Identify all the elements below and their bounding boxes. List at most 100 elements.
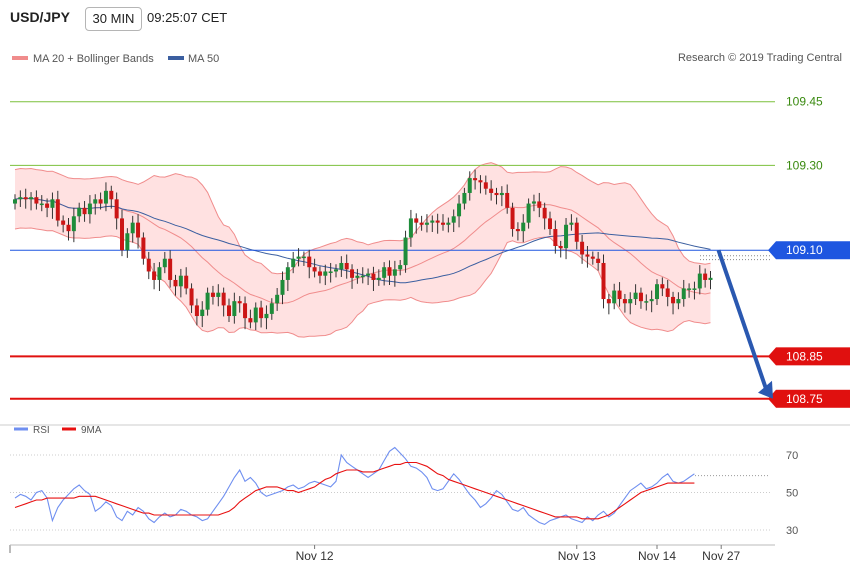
level-tag-arrow-108.75 (768, 389, 776, 408)
candle-body (708, 277, 713, 280)
level-tag-arrow-109.10 (768, 241, 776, 260)
candle-body (355, 275, 360, 278)
candle-body (665, 288, 670, 297)
candle-body (184, 275, 189, 289)
candle-body (697, 273, 702, 289)
candle-body (232, 301, 237, 317)
candle-body (334, 269, 338, 272)
legend-label-ma20: MA 20 + Bollinger Bands (33, 53, 154, 65)
level-label-108.75: 108.75 (786, 392, 823, 406)
level-tag-arrow-108.85 (768, 347, 776, 366)
projection-arrow-head (758, 380, 773, 399)
candle-body (136, 222, 141, 238)
timeframe-selector[interactable]: 30 MIN (85, 7, 142, 31)
candle-body (280, 279, 285, 295)
candle-body (77, 207, 82, 217)
candle-body (114, 199, 119, 219)
candle-body (403, 237, 408, 266)
level-tag-109.10 (776, 241, 850, 260)
candle-body (478, 180, 483, 183)
chart-header: USD/JPY 30 MIN 09:25:07 CET (0, 0, 850, 40)
level-label-109.45: 109.45 (786, 95, 823, 109)
bollinger-lower-line (14, 227, 711, 338)
candle-body (275, 294, 280, 304)
candle-body (451, 216, 456, 223)
candle-body (446, 222, 451, 225)
candle-body (644, 301, 649, 303)
candle-body (221, 292, 226, 306)
candle-body (473, 178, 478, 181)
candle-body (617, 290, 622, 300)
candle-body (601, 262, 606, 300)
candle-body (585, 254, 590, 257)
candle-body (162, 258, 167, 268)
projection-arrow-shaft (716, 249, 768, 390)
candle-body (323, 271, 328, 276)
candle-body (130, 222, 135, 234)
level-tag-108.85 (776, 347, 850, 366)
x-tick-label: Nov 12 (296, 549, 334, 563)
symbol-label: USD/JPY (10, 9, 70, 25)
candle-body (93, 199, 98, 204)
candle-body (173, 279, 178, 287)
legend-label-rsi: RSI (33, 425, 50, 436)
candle-body (168, 258, 173, 280)
candle-body (580, 241, 585, 255)
candle-body (71, 216, 76, 232)
candle-body (382, 267, 387, 278)
x-tick-label: Nov 27 (702, 549, 740, 563)
candle-body (483, 182, 488, 189)
candle-body (671, 296, 676, 304)
candle-body (291, 258, 296, 268)
x-tick-label: Nov 13 (558, 549, 596, 563)
rsi-tick-label: 70 (786, 450, 798, 462)
candle-body (50, 199, 55, 208)
candle-body (328, 271, 333, 273)
x-tick-label: Nov 14 (638, 549, 676, 563)
candle-body (569, 222, 574, 225)
candle-body (39, 203, 44, 206)
candle-body (82, 207, 87, 215)
candle-body (414, 218, 419, 223)
candle-body (681, 288, 686, 300)
candle-body (531, 201, 536, 204)
candle-body (628, 299, 633, 304)
candle-body (98, 199, 103, 204)
candle-body (499, 192, 504, 196)
rsi-ma-line (14, 461, 695, 520)
candle-body (376, 277, 381, 280)
legend-label-ma50: MA 50 (188, 53, 219, 65)
credit-label: Research © 2019 Trading Central (677, 52, 842, 64)
candle-body (18, 197, 23, 200)
candle-body (312, 267, 317, 272)
candle-body (505, 192, 510, 208)
legend-label-9ma: 9MA (81, 425, 102, 436)
candle-body (441, 222, 445, 225)
candle-body (489, 188, 494, 193)
candle-body (13, 199, 17, 204)
candle-body (296, 256, 301, 259)
candle-body (633, 292, 638, 300)
candle-body (141, 237, 146, 259)
level-tag-108.75 (776, 389, 850, 408)
candle-body (350, 269, 355, 278)
candle-body (596, 258, 601, 263)
candle-body (371, 273, 376, 280)
candle-body (125, 233, 130, 251)
candle-body (655, 284, 659, 300)
candle-body (301, 256, 306, 259)
candle-body (494, 192, 499, 196)
candle-body (408, 218, 413, 238)
candle-body (510, 207, 515, 230)
candle-body (248, 318, 253, 323)
candle-body (676, 299, 681, 304)
candle-body (622, 299, 627, 304)
candle-body (424, 222, 429, 225)
candle-body (178, 275, 183, 287)
candle-body (109, 190, 114, 200)
candle-body (253, 307, 258, 323)
candle-body (467, 178, 472, 193)
candle-body (205, 292, 210, 310)
candle-body (526, 203, 531, 223)
